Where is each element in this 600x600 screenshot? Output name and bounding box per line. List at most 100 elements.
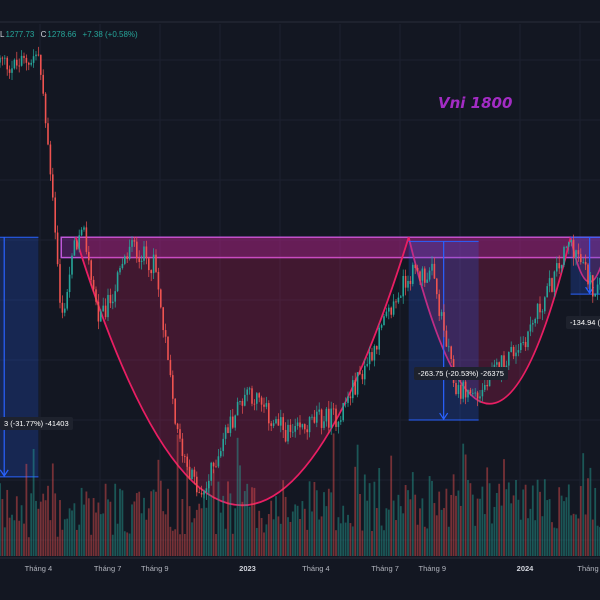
low-value: 1277.73 bbox=[5, 30, 35, 39]
volume-bar bbox=[383, 530, 385, 556]
candle-body bbox=[217, 456, 220, 467]
candle-body bbox=[20, 55, 23, 66]
volume-bar bbox=[59, 500, 61, 556]
volume-bar bbox=[503, 459, 505, 556]
candle-body bbox=[318, 409, 320, 412]
candle-body bbox=[496, 362, 498, 365]
candle-body bbox=[35, 54, 37, 57]
volume-bar bbox=[229, 493, 232, 556]
volume-bar bbox=[263, 532, 265, 556]
candle-body bbox=[128, 246, 131, 259]
low-label: L bbox=[0, 30, 5, 39]
candle-body bbox=[260, 397, 263, 405]
volume-bar bbox=[181, 498, 184, 556]
change-value: +7.38 (+0.58%) bbox=[82, 30, 138, 39]
candle-body bbox=[416, 267, 419, 272]
volume-bar bbox=[399, 506, 402, 556]
volume-bar bbox=[71, 510, 73, 556]
candle-body bbox=[258, 393, 260, 398]
candle-body bbox=[66, 292, 68, 309]
volume-bar bbox=[347, 514, 349, 556]
candle-body bbox=[47, 123, 49, 145]
measure-arrowhead-2 bbox=[439, 412, 449, 421]
volume-bar bbox=[515, 479, 517, 556]
volume-bar bbox=[483, 514, 486, 556]
candle-body bbox=[239, 400, 241, 402]
volume-bar bbox=[203, 490, 205, 556]
volume-bar bbox=[366, 500, 369, 556]
candle-body bbox=[232, 416, 234, 428]
volume-bar bbox=[560, 495, 563, 556]
candle-body bbox=[284, 429, 287, 442]
candle-body bbox=[409, 280, 412, 284]
volume-bar bbox=[92, 498, 95, 556]
candle-body bbox=[42, 74, 44, 94]
volume-bar bbox=[18, 520, 21, 556]
volume-bar bbox=[395, 520, 397, 556]
candle-body bbox=[167, 336, 169, 361]
candle-body bbox=[97, 301, 100, 322]
volume-bar bbox=[145, 519, 148, 556]
candle-body bbox=[517, 350, 520, 353]
candle-body bbox=[340, 420, 342, 422]
candle-body bbox=[145, 246, 148, 259]
candle-body bbox=[469, 389, 472, 394]
candle-body bbox=[414, 264, 416, 268]
candle-body bbox=[59, 264, 61, 303]
volume-bar bbox=[198, 503, 201, 556]
candle-body bbox=[268, 403, 270, 424]
candle-body bbox=[253, 403, 256, 405]
candle-body bbox=[282, 417, 284, 430]
candle-body bbox=[512, 346, 515, 357]
volume-bar bbox=[63, 519, 66, 556]
volume-bar bbox=[78, 524, 81, 556]
volume-bar bbox=[162, 511, 165, 556]
candle-body bbox=[431, 263, 433, 271]
volume-bar bbox=[385, 508, 388, 556]
candle-body bbox=[328, 408, 330, 428]
candle-body bbox=[196, 476, 198, 493]
volume-bar bbox=[375, 508, 378, 556]
volume-bar bbox=[512, 495, 515, 556]
candle-body bbox=[44, 93, 47, 124]
volume-bar bbox=[426, 528, 429, 556]
candle-body bbox=[596, 284, 599, 294]
volume-bar bbox=[531, 485, 534, 556]
volume-bar bbox=[39, 501, 42, 556]
candle-body bbox=[80, 229, 83, 236]
candle-body bbox=[311, 416, 313, 418]
candle-body bbox=[568, 242, 570, 247]
volume-bar bbox=[272, 519, 275, 556]
candle-body bbox=[299, 422, 301, 428]
volume-bar bbox=[392, 500, 395, 556]
volume-bar bbox=[320, 516, 323, 556]
volume-bar bbox=[95, 512, 97, 556]
candle-body bbox=[25, 57, 28, 63]
candle-body bbox=[354, 380, 356, 395]
volume-bar bbox=[390, 455, 393, 556]
volume-bar bbox=[296, 505, 299, 556]
candle-body bbox=[510, 346, 512, 352]
candle-body bbox=[28, 62, 30, 65]
candle-body bbox=[575, 250, 577, 258]
volume-bar bbox=[423, 526, 426, 556]
candle-body bbox=[227, 427, 229, 433]
candle-body bbox=[119, 267, 121, 273]
candle-body bbox=[88, 251, 90, 261]
candle-body bbox=[102, 305, 104, 312]
volume-bar bbox=[570, 515, 573, 556]
candle-body bbox=[440, 312, 443, 316]
candle-body bbox=[155, 254, 157, 272]
volume-bar bbox=[378, 468, 381, 556]
volume-bar bbox=[541, 516, 544, 556]
volume-bar bbox=[155, 491, 157, 556]
volume-bar bbox=[397, 494, 400, 556]
candle-body bbox=[85, 227, 88, 252]
volume-bar bbox=[575, 514, 577, 556]
volume-bar bbox=[591, 519, 594, 556]
candle-body bbox=[76, 240, 78, 250]
candle-body bbox=[337, 421, 340, 427]
candle-body bbox=[140, 260, 143, 262]
